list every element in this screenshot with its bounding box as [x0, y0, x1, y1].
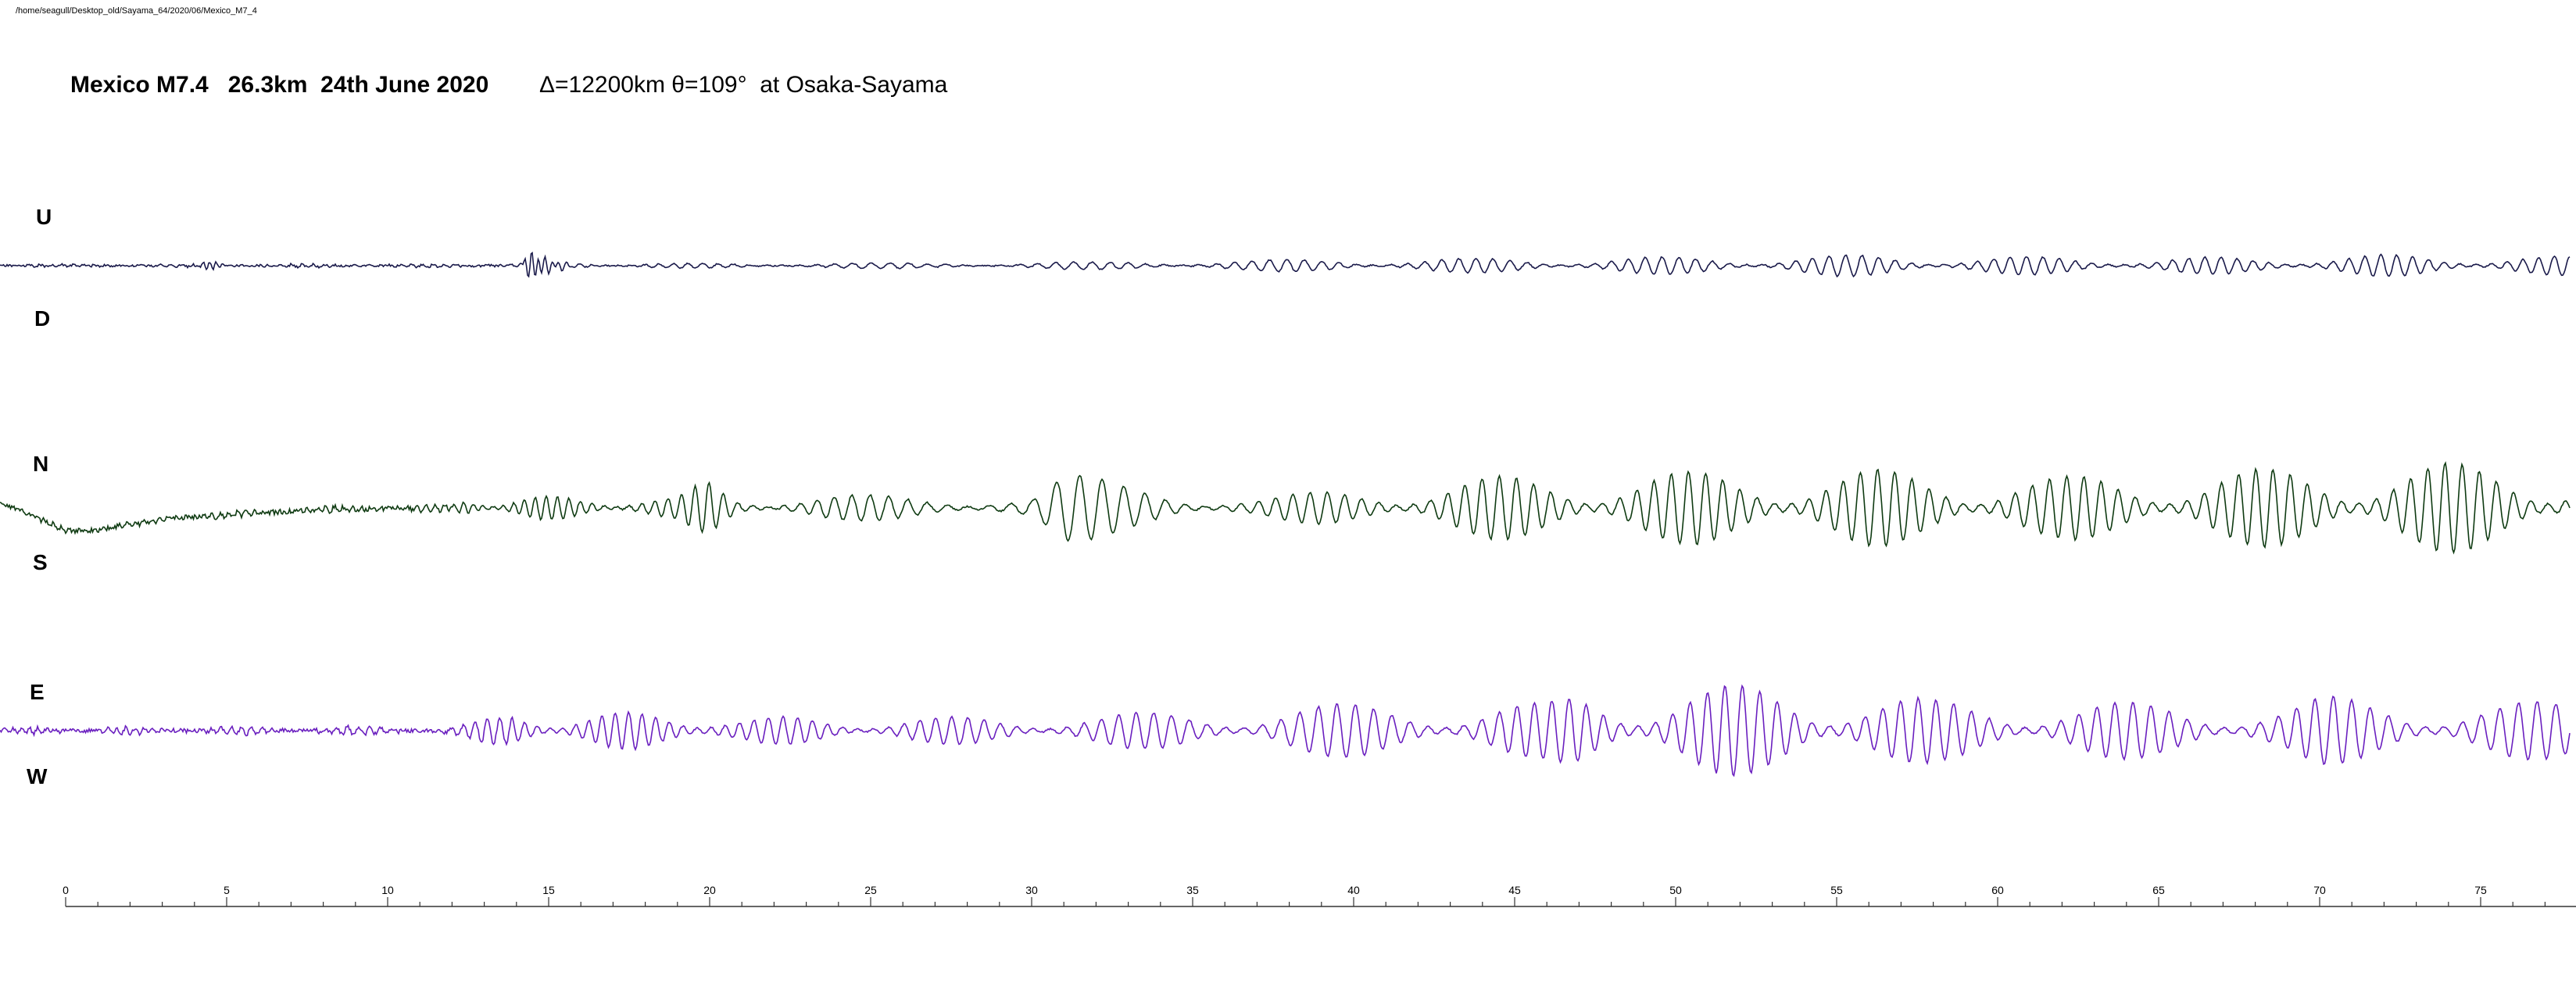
tick-label: 70	[2313, 884, 2326, 896]
tick-label: 55	[1830, 884, 1843, 896]
tick-label: 30	[1025, 884, 1038, 896]
tick-label: 35	[1186, 884, 1199, 896]
tick-label: 5	[224, 884, 230, 896]
label-west: W	[27, 764, 48, 788]
time-axis: 0 5 10 15 20 25 30 35 40 45 50 55 60 65 70 75	[63, 884, 2576, 907]
tick-label: 0	[63, 884, 69, 896]
tick-label: 20	[703, 884, 716, 896]
file-path-label: /home/seagull/Desktop_old/Sayama_64/2020…	[16, 6, 257, 16]
tick-label: 50	[1669, 884, 1682, 896]
tick-label: 25	[864, 884, 877, 896]
tick-label: 65	[2152, 884, 2165, 896]
trace-up-down	[0, 252, 2571, 278]
label-up: U	[36, 205, 52, 229]
label-north: N	[33, 452, 49, 476]
label-south: S	[33, 550, 48, 574]
tick-label: 75	[2474, 884, 2487, 896]
tick-label: 40	[1347, 884, 1360, 896]
tick-label: 45	[1508, 884, 1521, 896]
trace-north-south	[0, 461, 2571, 555]
trace-east-west	[0, 684, 2571, 778]
label-east: E	[30, 680, 45, 704]
event-parameters: Δ=12200km θ=109° at Osaka-Sayama	[539, 72, 948, 98]
chart-title: Mexico M7.4 26.3km 24th June 2020	[70, 72, 489, 98]
label-down: D	[34, 306, 51, 331]
tick-label: 60	[1991, 884, 2004, 896]
tick-label: 10	[381, 884, 394, 896]
tick-label: 15	[542, 884, 555, 896]
